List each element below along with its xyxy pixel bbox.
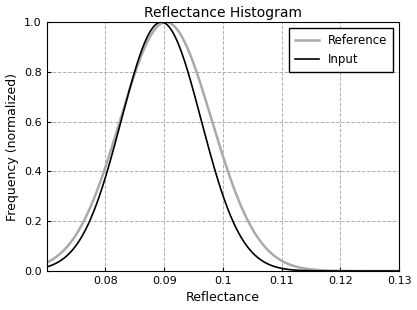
Input	[215, 177, 220, 180]
Legend: Reference, Input: Reference, Input	[289, 28, 393, 72]
Input	[414, 269, 417, 273]
Reference	[215, 137, 220, 141]
Reference	[414, 269, 417, 273]
Reference	[36, 264, 41, 268]
Reference	[339, 269, 344, 273]
Reference	[15, 268, 20, 272]
Line: Reference: Reference	[18, 22, 417, 271]
Y-axis label: Frequency (normalized): Frequency (normalized)	[5, 73, 18, 221]
Input	[36, 267, 41, 271]
Reference	[204, 101, 209, 105]
Title: Reflectance Histogram: Reflectance Histogram	[144, 6, 302, 20]
Input	[204, 138, 209, 142]
Input	[159, 20, 164, 24]
Input	[15, 269, 20, 272]
Line: Input: Input	[18, 22, 417, 271]
Input	[414, 269, 417, 273]
X-axis label: Reflectance: Reflectance	[186, 291, 260, 304]
Reference	[163, 20, 168, 24]
Reference	[414, 269, 417, 273]
Input	[339, 269, 344, 273]
